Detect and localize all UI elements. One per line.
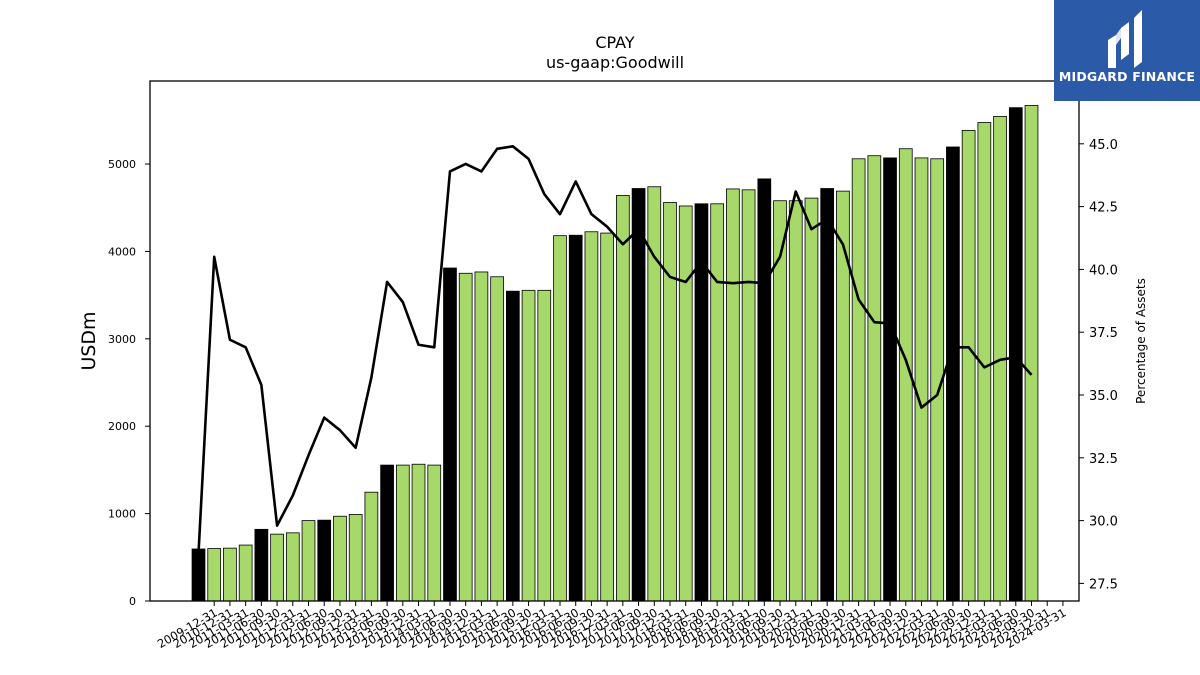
bar-2018-03-31 (710, 203, 725, 602)
bar-2010-12-31 (254, 528, 269, 602)
y-axis-label: USDm (78, 311, 100, 370)
bar-2019-03-31 (773, 200, 787, 602)
bar-2020-03-31 (836, 190, 850, 602)
bar-2015-09-30 (553, 235, 567, 602)
y-tick-label: 0 (129, 595, 136, 608)
y2-tick-label: 27.5 (1089, 577, 1118, 592)
y2-tick-label: 37.5 (1089, 326, 1118, 341)
y-axis-right: 27.5 30.0 32.5 35.0 37.5 40.0 42.5 45.0 (1079, 138, 1118, 592)
bar-2014-06-30 (474, 271, 489, 602)
y2-tick-label: 30.0 (1089, 515, 1118, 530)
bar-2022-03-31 (961, 129, 976, 602)
bar-2020-06-30 (851, 158, 866, 602)
bar-2018-06-30 (726, 188, 740, 602)
bar-2012-12-31 (380, 464, 394, 602)
bar-2009-12-31 (191, 548, 206, 602)
line-layer (197, 145, 1033, 554)
bar-2010-09-30 (238, 544, 253, 602)
bar-2022-12-31 (1008, 107, 1023, 602)
bar-2017-06-30 (663, 202, 677, 602)
plot-frame (149, 80, 1080, 602)
y-tick-label: 3000 (108, 333, 136, 346)
y2-tick-label: 35.0 (1089, 389, 1118, 404)
bar-2010-03-31 (207, 548, 222, 602)
x-axis: 2009-12-312010-12-312011-03-312011-06-30… (155, 601, 1068, 651)
bar-2017-09-30 (678, 205, 693, 602)
bar-2019-06-30 (788, 200, 803, 602)
midgard-logo-icon (1108, 10, 1142, 68)
bar-2016-09-30 (616, 195, 630, 602)
bar-2011-12-31 (317, 519, 332, 602)
logo-text: MIDGARD FINANCE (1058, 69, 1196, 84)
y2-tick-label: 45.0 (1089, 138, 1118, 153)
y-tick-label: 2000 (108, 420, 136, 433)
bar-2016-06-30 (600, 232, 614, 602)
y2-tick-label: 32.5 (1089, 452, 1118, 467)
bar-2011-09-30 (301, 520, 316, 602)
bar-2023-03-31 (1024, 105, 1039, 602)
bar-2014-12-31 (505, 290, 520, 602)
y2-tick-label: 40.0 (1089, 263, 1118, 278)
bar-2011-03-31 (270, 533, 284, 602)
bar-2014-03-31 (458, 272, 473, 602)
bar-2015-03-31 (521, 289, 536, 602)
bar-2021-12-31 (946, 146, 960, 602)
bar-2011-06-30 (285, 532, 300, 602)
bar-2018-09-30 (741, 189, 756, 602)
bar-2013-09-30 (427, 464, 442, 602)
bar-2010-06-30 (223, 547, 237, 602)
bar-2015-12-31 (568, 234, 583, 602)
bar-2016-12-31 (631, 188, 646, 602)
y2-axis-label: Percentage of Assets (1134, 278, 1148, 404)
bar-2015-06-30 (537, 289, 552, 602)
bar-2016-03-31 (584, 231, 599, 602)
bar-2018-12-31 (757, 178, 772, 602)
bar-2012-03-31 (333, 515, 347, 602)
bar-2012-09-30 (364, 491, 379, 602)
bar-2020-12-31 (883, 157, 897, 602)
bar-2019-12-31 (820, 188, 835, 602)
bar-2012-06-30 (348, 514, 363, 602)
bar-2014-09-30 (490, 276, 504, 602)
y-axis-left: 0 1000 2000 3000 4000 5000 (108, 158, 150, 608)
bar-2020-09-30 (867, 155, 882, 602)
y-tick-label: 5000 (108, 158, 136, 171)
bars-layer (191, 105, 1039, 602)
bar-2019-09-30 (804, 197, 819, 602)
chart-title: CPAY (595, 33, 635, 52)
percentage-line (197, 145, 1033, 554)
midgard-finance-logo: MIDGARD FINANCE (1054, 0, 1200, 101)
bar-2013-03-31 (395, 464, 410, 602)
y-tick-label: 1000 (108, 508, 136, 521)
bar-2013-06-30 (411, 463, 426, 602)
bar-2021-06-30 (914, 157, 929, 602)
bar-2013-12-31 (443, 267, 457, 602)
chart-subtitle: us-gaap:Goodwill (546, 53, 684, 72)
y-tick-label: 4000 (108, 245, 136, 258)
y2-tick-label: 42.5 (1089, 201, 1118, 216)
